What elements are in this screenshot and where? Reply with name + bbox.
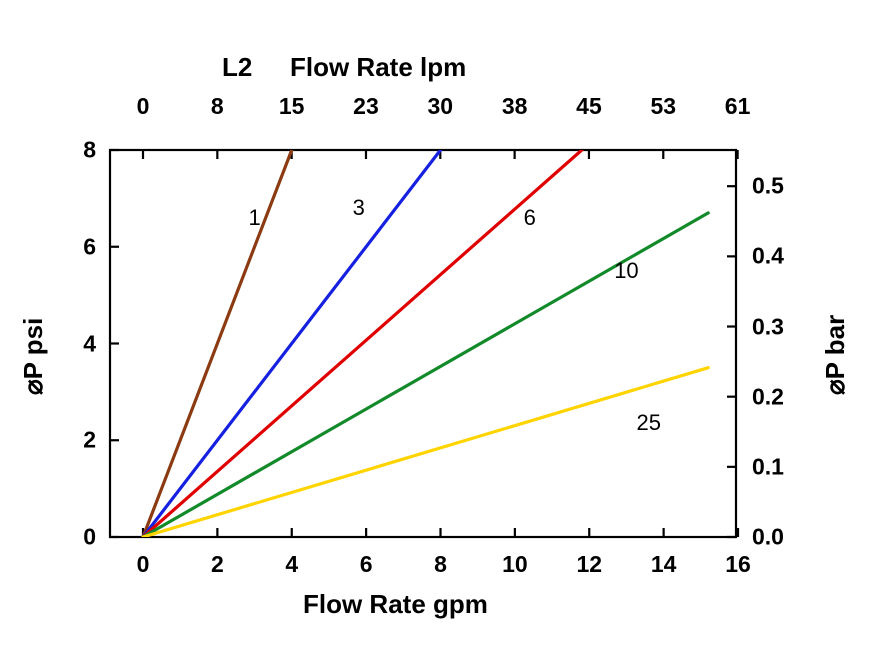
- y-tick-label-4: 4: [83, 330, 96, 356]
- x2-tick-label-38: 38: [501, 93, 528, 119]
- series-label-6: 6: [523, 204, 536, 230]
- x2-tick-label-45: 45: [576, 93, 602, 119]
- right-axis-title: ⌀P bar: [820, 314, 850, 395]
- y-tick-label-8: 8: [83, 136, 96, 163]
- y2-tick-label-0.5: 0.5: [752, 172, 784, 199]
- x-tick-label-8: 8: [434, 551, 447, 577]
- y2-tick-label-0.1: 0.1: [752, 453, 784, 480]
- y2-tick-label-0.3: 0.3: [752, 313, 784, 340]
- x2-tick-label-53: 53: [650, 93, 677, 119]
- series-line-3: [141, 150, 443, 537]
- series-label-10: 10: [614, 257, 639, 283]
- top-axis-title: Flow Rate lpm: [290, 52, 467, 82]
- series-line-10: [141, 211, 710, 537]
- series-label-1: 1: [248, 204, 261, 230]
- x-tick-label-2: 2: [210, 551, 224, 577]
- series-line-25: [141, 366, 710, 537]
- chart-annotation-l2: L2: [222, 52, 253, 82]
- y2-tick-label-0.2: 0.2: [752, 383, 784, 410]
- y-tick-label-2: 2: [83, 426, 96, 453]
- x-tick-label-10: 10: [502, 551, 528, 577]
- x-tick-label-6: 6: [359, 551, 373, 577]
- series-label-3: 3: [352, 195, 365, 221]
- series-line-6: [141, 150, 584, 537]
- series-group: [141, 150, 710, 537]
- x2-tick-label-15: 15: [278, 93, 305, 119]
- series-label-25: 25: [636, 410, 661, 436]
- x-tick-label-16: 16: [725, 551, 751, 577]
- x2-tick-label-61: 61: [724, 93, 751, 119]
- x-tick-label-0: 0: [136, 551, 150, 577]
- series-line-1: [141, 150, 294, 537]
- x2-tick-label-23: 23: [353, 93, 379, 119]
- x2-tick-label-0: 0: [136, 93, 150, 119]
- x2-tick-label-30: 30: [427, 93, 454, 119]
- y-tick-label-6: 6: [83, 233, 96, 260]
- x-tick-label-4: 4: [285, 551, 299, 577]
- left-axis-title: ⌀P psi: [18, 317, 48, 395]
- x-tick-label-12: 12: [576, 551, 603, 577]
- y2-tick-label-0.0: 0.0: [752, 523, 784, 550]
- x2-tick-label-8: 8: [210, 93, 224, 119]
- y2-tick-label-0.4: 0.4: [752, 242, 784, 269]
- y-tick-label-0: 0: [83, 523, 96, 550]
- bottom-axis-title: Flow Rate gpm: [303, 589, 488, 619]
- x-tick-label-14: 14: [650, 551, 677, 577]
- plot-frame: [108, 148, 738, 539]
